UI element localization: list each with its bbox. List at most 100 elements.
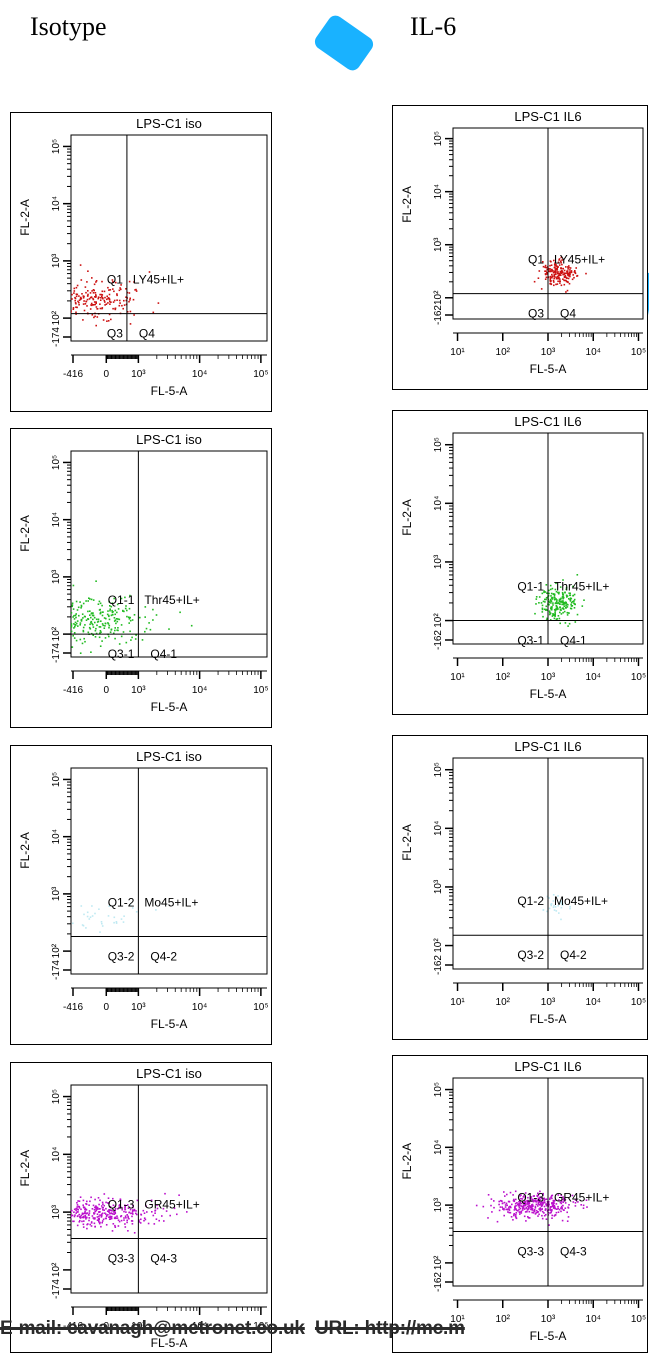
data-point <box>63 1214 65 1216</box>
data-point <box>125 1217 127 1219</box>
data-point <box>90 612 93 615</box>
data-point <box>563 272 565 274</box>
data-point <box>92 614 95 617</box>
data-point <box>560 1202 563 1205</box>
data-point <box>71 604 74 606</box>
data-point <box>569 269 571 271</box>
data-point <box>86 305 88 307</box>
data-point <box>97 1219 100 1222</box>
data-point <box>90 1221 93 1223</box>
data-point <box>549 598 552 601</box>
data-point <box>129 630 131 633</box>
data-point <box>558 602 561 605</box>
data-point <box>554 262 556 264</box>
y-tick-label: 10⁴ <box>433 821 444 836</box>
data-point <box>75 306 77 308</box>
data-point <box>79 264 82 266</box>
data-point <box>127 1207 130 1209</box>
data-point <box>504 1206 507 1208</box>
data-point <box>113 597 115 600</box>
data-point <box>54 611 56 613</box>
data-point <box>87 631 90 634</box>
data-point <box>117 1219 120 1221</box>
data-point <box>546 592 548 594</box>
y-axis-label: FL-2-A <box>400 824 414 861</box>
data-point <box>105 1201 107 1204</box>
data-point <box>562 1196 564 1198</box>
data-point <box>44 620 46 622</box>
data-point <box>46 606 48 608</box>
data-point <box>108 289 110 291</box>
quadrant-label-q1: Q1-2 <box>108 896 135 910</box>
data-point <box>133 614 136 616</box>
data-point <box>501 1202 504 1205</box>
data-point <box>103 1204 105 1207</box>
data-point <box>88 1219 90 1222</box>
data-point <box>544 1198 546 1201</box>
data-point <box>89 623 91 626</box>
data-point <box>98 1215 100 1218</box>
x-axis-label: FL-5-A <box>151 1017 188 1031</box>
data-point <box>498 1209 501 1212</box>
data-point <box>113 1213 116 1215</box>
data-point <box>62 291 64 293</box>
data-point <box>539 1208 541 1210</box>
y-axis-label: FL-2-A <box>400 1143 414 1180</box>
data-point <box>73 637 76 639</box>
data-point <box>127 616 130 618</box>
data-point <box>47 1216 49 1218</box>
data-point <box>550 1196 552 1198</box>
data-point <box>108 615 110 618</box>
data-point <box>65 932 67 934</box>
data-point <box>116 611 118 614</box>
quadrant-label-q3: Q3-2 <box>517 948 544 962</box>
data-point <box>548 270 550 272</box>
data-point <box>138 1221 141 1223</box>
data-point <box>93 1222 96 1225</box>
data-point <box>57 606 59 608</box>
flow-plot-panel: LPS-C1 iso Q1-2 Mo45+IL+ Q3-2 Q4-2 -174 10² 10³… <box>10 745 272 1045</box>
data-point <box>544 591 547 593</box>
data-point <box>95 301 97 303</box>
data-point <box>60 288 62 290</box>
data-point <box>550 1210 553 1212</box>
data-point <box>76 1202 78 1204</box>
data-point <box>538 1204 541 1206</box>
data-point <box>514 1215 517 1218</box>
data-point <box>101 307 104 309</box>
data-point <box>110 301 112 303</box>
data-point <box>563 605 566 607</box>
data-point <box>68 1226 70 1228</box>
quadrant-label-q1: Q1-1 <box>517 580 544 594</box>
data-point <box>95 1205 97 1207</box>
data-point <box>71 293 73 296</box>
data-point <box>556 272 559 275</box>
data-point <box>548 589 550 592</box>
data-point <box>86 1200 88 1203</box>
data-point <box>113 299 116 302</box>
data-point <box>564 622 567 624</box>
data-point <box>80 604 83 607</box>
data-point <box>89 610 91 612</box>
data-point <box>93 316 95 319</box>
data-point <box>569 275 571 278</box>
data-point <box>81 1212 84 1215</box>
data-point <box>111 279 114 281</box>
data-point <box>104 1217 107 1220</box>
x-tick-label: -416 <box>63 685 83 696</box>
data-point <box>557 1194 560 1196</box>
data-point <box>537 1201 540 1204</box>
data-point <box>533 1208 536 1211</box>
data-point <box>567 625 569 627</box>
data-point <box>61 298 63 300</box>
data-point <box>131 1212 134 1214</box>
y-axis-label: FL-2-A <box>400 186 414 223</box>
data-point <box>555 1211 558 1214</box>
data-point <box>58 302 60 304</box>
quadrant-label-positive: Mo45+IL+ <box>554 894 608 908</box>
data-point <box>125 296 127 298</box>
data-point <box>85 300 87 303</box>
data-point <box>66 280 68 282</box>
data-point <box>98 908 100 910</box>
data-point <box>90 620 93 623</box>
